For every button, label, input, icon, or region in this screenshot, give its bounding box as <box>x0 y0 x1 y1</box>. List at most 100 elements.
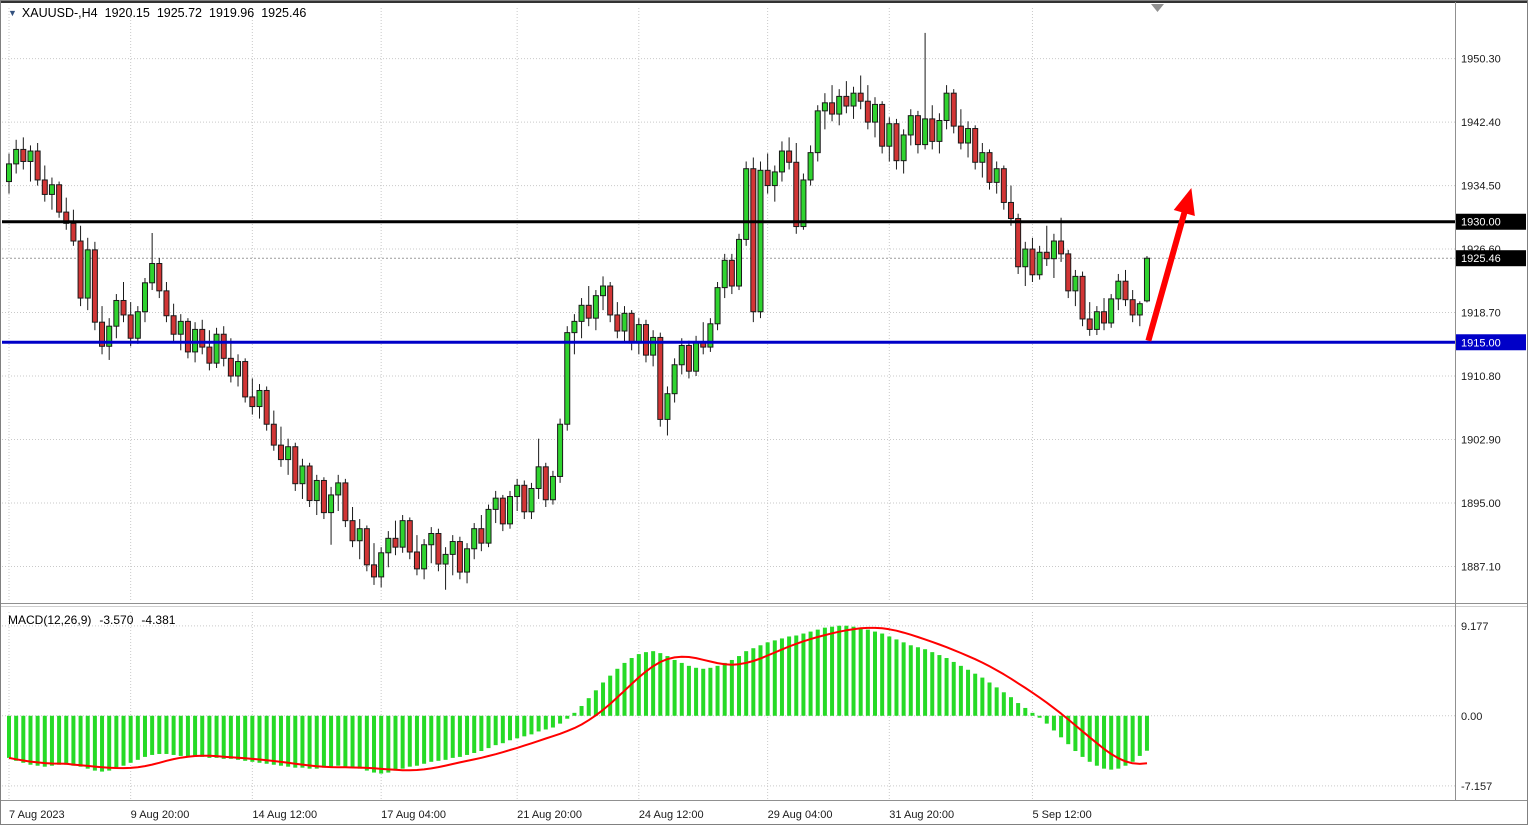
macd-histogram-bar <box>1044 715 1049 724</box>
macd-histogram-bar <box>500 715 505 744</box>
candle-bull <box>736 238 743 287</box>
price-axis[interactable]: 1950.301942.401934.501926.601918.701910.… <box>1456 54 1526 574</box>
macd-histogram-bar <box>443 715 448 760</box>
candle-bull <box>557 423 564 477</box>
time-axis[interactable]: 7 Aug 2023 9 Aug 20:00 14 Aug 12:00 17 Aug … <box>9 809 1092 821</box>
macd-histogram-bar <box>429 715 434 762</box>
macd-histogram-bar <box>1144 715 1149 751</box>
macd-histogram-bar <box>372 715 377 773</box>
macd-histogram-bar <box>300 715 305 768</box>
candle-bear <box>614 314 621 332</box>
candle-bear <box>170 315 177 335</box>
macd-histogram-bar <box>801 633 806 716</box>
price-axis-label: 1950.30 <box>1461 54 1501 66</box>
time-axis-label: 9 Aug 20:00 <box>131 809 190 821</box>
candle-bull <box>313 479 320 502</box>
candle-bull <box>807 152 814 181</box>
macd-histogram-bar <box>1094 715 1099 766</box>
candle-bull <box>471 528 478 550</box>
candle-bear <box>685 344 692 372</box>
candle-bear <box>879 103 886 147</box>
macd-histogram-bar <box>579 705 584 716</box>
time-axis-label: 21 Aug 20:00 <box>517 809 582 821</box>
candle-bear <box>972 128 979 163</box>
macd-histogram-bar <box>958 665 963 716</box>
macd-histogram-bar <box>830 626 835 716</box>
macd-histogram-bar <box>651 651 656 716</box>
macd-histogram-bar <box>565 715 570 719</box>
arrow-shaft[interactable] <box>1145 204 1190 342</box>
candle-bull <box>635 324 642 344</box>
candle-bull <box>600 285 607 297</box>
macd-histogram-bar <box>135 715 140 760</box>
candle-bull <box>356 528 363 542</box>
symbol-period-label: XAUUSD-,H4 <box>21 6 98 20</box>
macd-histogram-bar <box>493 715 498 746</box>
candle-bear <box>63 211 70 224</box>
candle-bear <box>585 304 592 319</box>
macd-histogram-bar <box>164 715 169 754</box>
macd-histogram-bar <box>794 635 799 716</box>
ohlc-close-value: 1925.46 <box>261 6 307 20</box>
macd-histogram-bar <box>1130 715 1135 762</box>
candle-bull <box>871 103 878 123</box>
candle-bear <box>829 102 836 115</box>
candle-bear <box>1101 311 1108 324</box>
candle-bear <box>56 184 63 213</box>
candle-bear <box>406 520 413 553</box>
time-axis-label: 17 Aug 04:00 <box>381 809 446 821</box>
candle-bull <box>506 496 513 525</box>
candle-bull <box>177 320 184 335</box>
candle-bull <box>428 533 435 546</box>
macd-histogram-bar <box>329 715 334 767</box>
candle-bear <box>392 537 399 548</box>
candle-bull <box>757 169 764 313</box>
candle-bull <box>1143 257 1150 302</box>
candle-bull <box>886 123 893 147</box>
price-axis-label: 1934.50 <box>1461 181 1501 193</box>
candle-bull <box>449 541 456 555</box>
chart-shift-marker-icon[interactable] <box>1151 4 1164 12</box>
candle-bear <box>199 328 206 348</box>
macd-histogram-bar <box>815 629 820 716</box>
candle-bear <box>70 222 77 242</box>
macd-histogram-bar <box>837 625 842 716</box>
candle-bear <box>206 346 213 364</box>
candle-bull <box>564 332 571 425</box>
macd-series <box>7 625 1149 774</box>
horizontal-lines[interactable] <box>2 220 1456 344</box>
macd-histogram-bar <box>679 662 684 716</box>
candle-bull <box>993 168 1000 183</box>
candle-bear <box>1058 240 1065 255</box>
candle-bear <box>263 389 270 425</box>
candle-bull <box>442 553 449 565</box>
macd-histogram-bar <box>200 715 205 757</box>
macd-axis[interactable]: 9.177 0.00 -7.157 <box>1461 621 1492 793</box>
symbol-dropdown-icon[interactable]: ▼ <box>8 8 17 18</box>
macd-histogram-bar <box>686 665 691 716</box>
macd-histogram-bar <box>1109 715 1114 770</box>
candle-bear <box>1029 248 1036 276</box>
macd-histogram-bar <box>1059 715 1064 738</box>
macd-histogram-bar <box>1030 712 1035 716</box>
candle-bull <box>936 119 943 142</box>
macd-histogram-bar <box>608 675 613 716</box>
macd-histogram-bar <box>1037 715 1042 718</box>
macd-histogram-bar <box>7 715 11 758</box>
trend-arrow-annotation[interactable] <box>1145 187 1195 342</box>
candle-bull <box>1022 248 1029 268</box>
candle-bear <box>456 541 463 573</box>
macd-histogram-bar <box>114 715 119 769</box>
candle-bull <box>535 466 542 490</box>
candle-bull <box>1115 280 1122 300</box>
candle-bull <box>1036 251 1043 276</box>
macd-histogram-bar <box>422 715 427 764</box>
macd-histogram-bar <box>121 715 126 766</box>
candle-bull <box>421 544 428 570</box>
candle-bear <box>91 249 98 323</box>
candle-bull <box>650 336 657 356</box>
macd-histogram-bar <box>128 715 133 763</box>
candle-bull <box>6 163 12 183</box>
